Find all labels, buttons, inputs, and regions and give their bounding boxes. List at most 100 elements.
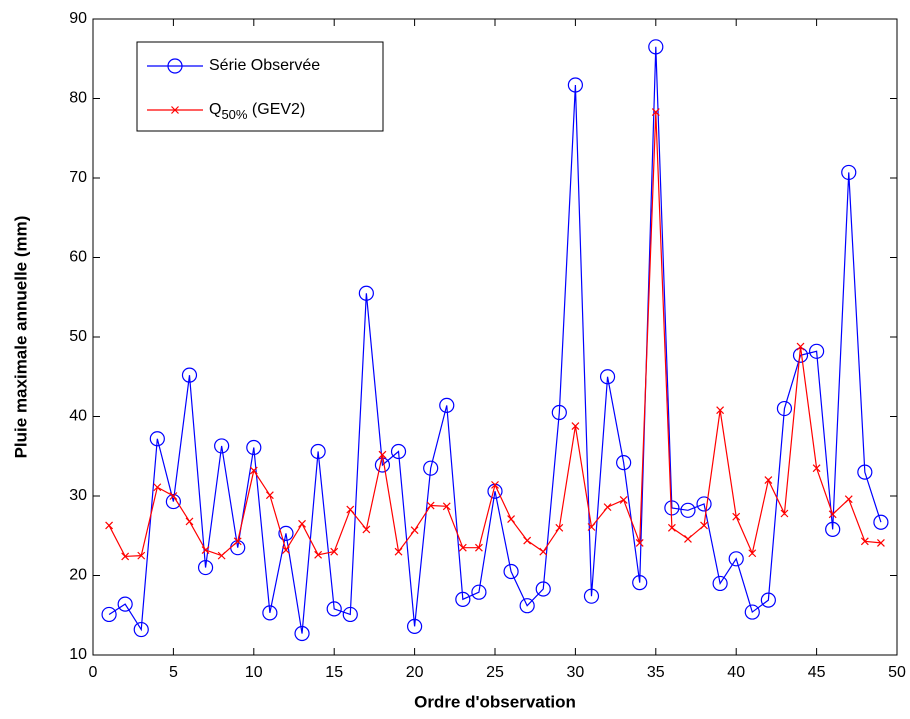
- marker: [105, 521, 114, 530]
- marker: [744, 604, 760, 620]
- marker: [732, 512, 741, 521]
- y-tick-label: 90: [69, 10, 87, 27]
- marker: [599, 369, 616, 385]
- marker: [841, 164, 857, 181]
- x-tick-label: 15: [325, 664, 343, 681]
- marker: [362, 525, 371, 534]
- marker: [217, 551, 226, 560]
- y-tick-label: 30: [69, 487, 87, 504]
- marker: [246, 439, 262, 456]
- y-tick-label: 80: [69, 90, 87, 107]
- marker: [696, 496, 712, 512]
- marker: [278, 525, 294, 541]
- marker: [828, 510, 837, 519]
- marker: [587, 523, 596, 531]
- y-tick-label: 20: [69, 567, 87, 584]
- x-tick-label: 35: [647, 664, 665, 681]
- y-axis-label: Pluie maximale annuelle (mm): [11, 216, 30, 459]
- marker: [680, 502, 696, 518]
- marker: [700, 521, 708, 530]
- marker: [857, 464, 873, 480]
- marker: [876, 538, 885, 547]
- marker: [181, 367, 198, 383]
- marker: [233, 537, 242, 546]
- marker: [282, 546, 290, 554]
- x-tick-label: 50: [888, 664, 906, 681]
- marker: [439, 397, 455, 413]
- marker: [149, 431, 165, 447]
- marker: [442, 502, 451, 511]
- marker: [523, 536, 532, 545]
- marker: [137, 551, 146, 560]
- y-tick-label: 10: [69, 646, 87, 663]
- marker: [326, 601, 342, 617]
- marker: [491, 480, 499, 489]
- marker: [503, 563, 519, 580]
- legend-marker: [171, 106, 179, 114]
- y-tick-label: 70: [69, 169, 87, 186]
- marker: [314, 550, 323, 559]
- marker: [165, 493, 181, 510]
- marker: [635, 538, 644, 547]
- marker: [551, 404, 567, 421]
- marker: [101, 606, 117, 623]
- marker: [153, 483, 162, 492]
- legend-label: Q50% (GEV2): [209, 101, 305, 122]
- marker: [825, 521, 841, 537]
- y-tick-label: 40: [69, 408, 87, 425]
- marker: [471, 584, 487, 600]
- marker: [474, 543, 483, 552]
- marker: [873, 514, 889, 530]
- marker: [728, 551, 744, 567]
- marker: [808, 343, 825, 359]
- marker: [458, 543, 467, 552]
- legend-box: [136, 41, 384, 132]
- marker: [796, 342, 805, 351]
- y-tick-label: 60: [69, 249, 87, 266]
- marker: [860, 537, 869, 546]
- marker: [667, 523, 676, 532]
- x-tick-label: 25: [486, 664, 504, 681]
- marker: [117, 596, 133, 612]
- marker: [539, 547, 548, 556]
- marker: [760, 592, 776, 608]
- marker: [603, 503, 612, 512]
- marker: [330, 547, 339, 556]
- x-tick-label: 20: [406, 664, 424, 681]
- marker: [394, 547, 403, 556]
- x-axis-label: Ordre d'observation: [414, 692, 576, 711]
- marker: [535, 581, 551, 597]
- marker: [423, 460, 439, 476]
- marker: [185, 517, 194, 526]
- x-tick-label: 45: [808, 664, 826, 681]
- marker: [378, 450, 387, 459]
- marker: [716, 406, 725, 415]
- marker: [780, 509, 789, 518]
- y-tick-label: 50: [69, 328, 87, 345]
- marker: [616, 455, 632, 471]
- marker: [121, 552, 130, 561]
- marker: [249, 466, 258, 475]
- marker: [519, 598, 535, 614]
- marker: [764, 476, 773, 485]
- x-tick-label: 10: [245, 664, 263, 681]
- marker: [133, 621, 149, 638]
- marker: [632, 575, 648, 591]
- marker: [748, 549, 757, 558]
- marker: [169, 492, 178, 500]
- x-tick-label: 5: [169, 664, 178, 681]
- marker: [776, 400, 793, 417]
- marker: [567, 77, 584, 93]
- legend-marker: [167, 58, 183, 74]
- marker: [342, 606, 358, 623]
- marker: [426, 501, 435, 510]
- marker: [214, 438, 230, 454]
- marker: [619, 496, 628, 504]
- marker: [684, 535, 692, 543]
- marker: [555, 523, 564, 532]
- marker: [651, 108, 660, 116]
- marker: [298, 519, 306, 528]
- marker: [648, 39, 664, 55]
